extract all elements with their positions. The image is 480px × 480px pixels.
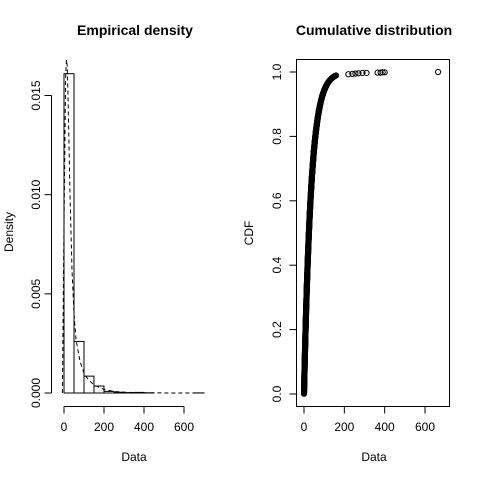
cdf-points [300,68,442,397]
density-x-ticks: 0 200 400 600 [61,406,194,434]
density-bars [63,73,205,394]
cdf-title: Cumulative distribution [296,22,452,38]
cdf-panel: Cumulative distribution 0 200 400 600 0.00.… [242,22,452,464]
cdf-x-tick-label: 400 [375,420,395,434]
cdf-y-tick-label: 0.6 [270,192,284,209]
cdf-point [332,72,340,79]
cdf-point [435,68,442,76]
cdf-point [345,71,352,78]
density-y-tick-label: 0.000 [29,378,43,408]
density-bar [73,340,85,394]
cdf-y-tick-label: 0.4 [270,257,284,274]
density-y-tick-label: 0.005 [29,278,43,308]
density-title: Empirical density [77,22,193,38]
density-y-tick-label: 0.015 [29,80,43,110]
density-y-label: Density [2,212,16,252]
cdf-point [355,70,362,77]
cdf-x-label: Data [361,450,387,464]
density-curve [61,59,205,394]
cdf-x-tick-label: 600 [415,420,435,434]
cdf-y-tick-label: 0.8 [270,128,284,145]
density-bar [103,390,115,394]
density-bar [63,73,75,394]
cdf-y-ticks: 0.0 0.2 0.4 0.6 0.8 1.0 [270,63,297,402]
cdf-y-label: CDF [242,221,256,246]
density-x-tick-label: 400 [134,420,154,434]
cdf-point [381,69,388,76]
density-panel: Empirical density 0 200 400 600 0.0000.0050… [2,22,205,464]
cdf-point [379,69,386,76]
density-x-tick-label: 0 [61,420,68,434]
cdf-x-tick-label: 0 [301,420,308,434]
density-x-tick-label: 200 [94,420,114,434]
cdf-y-tick-label: 0.0 [270,385,284,402]
cdf-y-tick-label: 1.0 [270,63,284,80]
cdf-y-tick-label: 0.2 [270,321,284,338]
density-bar [83,375,95,394]
cdf-x-tick-label: 200 [334,420,354,434]
cdf-point [352,70,359,77]
density-x-label: Data [121,450,147,464]
density-y-ticks: 0.000 0.005 0.010 0.015 [29,80,52,408]
cdf-x-ticks: 0 200 400 600 [301,406,435,434]
cdf-point [363,69,370,77]
cdf-point [359,69,366,77]
density-x-tick-label: 600 [174,420,194,434]
cdf-point [349,70,356,78]
density-y-tick-label: 0.010 [29,179,43,209]
